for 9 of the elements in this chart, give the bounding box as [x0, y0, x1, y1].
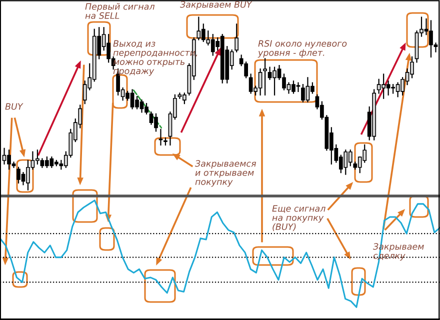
candlestick [263, 58, 267, 96]
annotation: Еще сигнал на покупку (BUY) [272, 205, 326, 232]
annotation: BUY [5, 103, 24, 110]
annotation: RSI около нулевого уровня - флет. [258, 40, 347, 58]
annotation: Первый сигнал на SELL [85, 3, 155, 19]
annotation: Закрываемся и открываем покупку [195, 160, 256, 187]
text: Закрываем BUY [180, 1, 252, 10]
candlestick [234, 24, 239, 52]
candlestick [158, 128, 163, 146]
